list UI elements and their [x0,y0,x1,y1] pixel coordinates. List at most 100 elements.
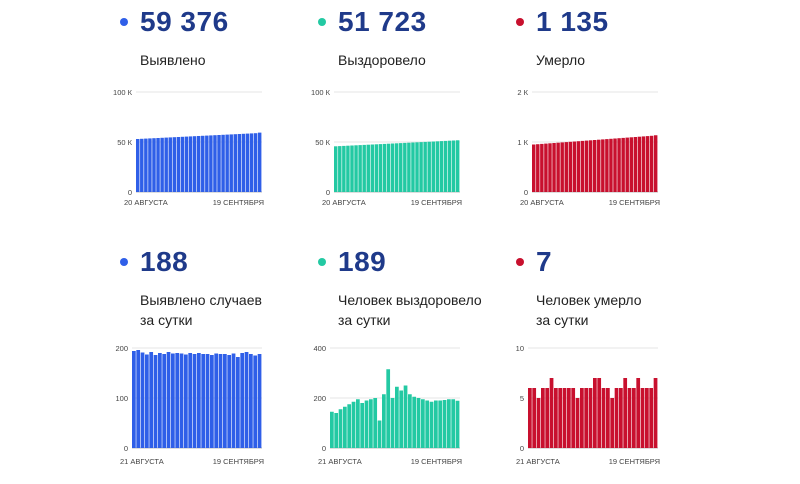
bar [427,141,431,192]
y-tick-label: 100 К [311,88,331,97]
x-start-label: 21 АВГУСТА [120,457,164,466]
bar [356,399,360,448]
bar [601,139,605,192]
series-dot-icon [318,258,326,266]
bar [614,388,619,448]
bar [245,133,250,192]
bar [562,388,567,448]
stat-value: 59 376 [140,6,229,37]
x-start-label: 20 АВГУСТА [322,198,366,207]
bar [390,143,395,192]
bar [558,388,563,448]
stat-label-line: Выздоровело [338,52,426,68]
bar [386,143,391,192]
y-tick-label: 0 [128,188,132,197]
bar [545,388,550,448]
bar [175,353,180,448]
bar [621,137,625,192]
bar [225,134,229,192]
bar [605,139,609,192]
series-dot-icon [516,258,524,266]
series-dot-icon [318,18,326,26]
bar [548,143,552,192]
bar [374,144,379,192]
bar [132,351,136,448]
stat-label-line: Человек выздоровело [338,292,482,308]
bar [210,355,214,448]
bar [442,400,447,448]
bar [528,388,532,448]
x-end-label: 19 СЕНТЯБРЯ [411,198,462,207]
bar [213,135,217,192]
bar [145,354,149,448]
bar [144,138,148,192]
bar [580,140,585,192]
bar [625,137,629,192]
stat-value: 51 723 [338,6,427,37]
x-start-label: 21 АВГУСТА [516,457,560,466]
bar [229,134,233,192]
bar [567,388,571,448]
bar [205,354,210,448]
bar [166,352,171,448]
stat-label-line: за сутки [338,312,391,328]
bar-chart: 0 1 К 2 К 20 АВГУСТА 19 СЕНТЯБРЯ [517,88,660,207]
bar [373,398,378,448]
bar [196,136,201,192]
bar [241,133,246,192]
bar [237,134,242,192]
bar [148,138,152,192]
bar [164,137,168,192]
bar [640,388,645,448]
bar-chart: 0 5 10 21 АВГУСТА 19 СЕНТЯБРЯ [516,344,660,466]
bar [536,398,541,448]
bar [435,141,440,192]
bar [584,388,589,448]
bar [576,141,581,192]
bar [412,396,417,448]
bar [231,353,236,448]
bar [192,354,197,448]
bar [236,357,240,448]
bar [152,138,156,192]
bar [399,143,403,192]
bar [532,388,537,448]
bar [407,142,411,192]
y-tick-label: 100 К [113,88,133,97]
y-tick-label: 200 [313,394,326,403]
bar [217,135,221,192]
bar [184,354,188,448]
bar [429,401,434,448]
bar [575,398,580,448]
bar [649,135,654,192]
bar [419,142,423,192]
bar [403,142,407,192]
stat-panel: 59 376 Выявлено 0 50 К 100 К 20 АВГУСТА 19 СЕН… [113,4,320,244]
bar [369,399,373,448]
bar [209,135,213,192]
bar [403,385,408,448]
bar [233,134,238,192]
bar [434,400,438,448]
bar [552,143,556,192]
bar [378,144,383,192]
x-end-label: 19 СЕНТЯБРЯ [411,457,462,466]
bar [171,353,175,448]
bar-chart: 0 200 400 21 АВГУСТА 19 СЕНТЯБРЯ [313,344,462,466]
y-tick-label: 0 [124,444,128,453]
bar [354,145,358,192]
bar [568,141,573,192]
bar [610,398,615,448]
bar [447,399,451,448]
y-tick-label: 100 [115,394,128,403]
stat-panel: 51 723 Выздоровело 0 50 К 100 К 20 АВГУСТА 19 … [311,4,518,244]
bar [136,139,140,192]
stat-value: 1 135 [536,6,609,37]
bar [156,138,160,192]
bar [201,135,205,192]
y-tick-label: 10 [516,344,524,353]
bar [580,388,584,448]
bar [451,140,456,192]
series-dot-icon [516,18,524,26]
bar [394,143,399,192]
